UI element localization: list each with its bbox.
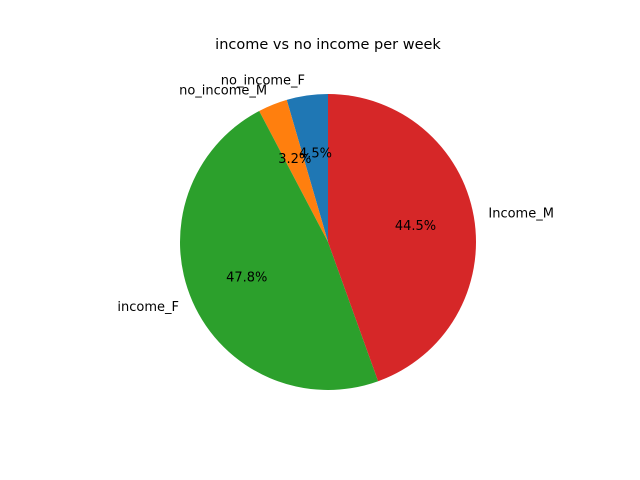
- pie-slice-no-income-m: [259, 99, 328, 243]
- slice-percent-no-income-f: 4.5%: [299, 147, 332, 162]
- slice-label-income-f: income_F: [117, 300, 179, 315]
- slice-percent-income-m: 44.5%: [395, 219, 436, 234]
- pie-labels: no_income_F 4.5% no_income_M 3.2% income_F 47…: [117, 73, 554, 315]
- slice-label-no-income-m: no_income_M: [179, 84, 267, 99]
- slice-percent-no-income-m: 3.2%: [278, 152, 311, 167]
- pie-slice-no-income-f: [286, 94, 328, 242]
- pie-slices: [179, 94, 476, 391]
- slice-label-no-income-f: no_income_F: [221, 73, 305, 88]
- pie-slice-income-f: [179, 110, 379, 391]
- slice-percent-income-f: 47.8%: [226, 270, 267, 285]
- pie-slice-income-m: [328, 94, 476, 382]
- chart-title: income vs no income per week: [215, 37, 441, 53]
- slice-label-income-m: Income_M: [488, 207, 554, 222]
